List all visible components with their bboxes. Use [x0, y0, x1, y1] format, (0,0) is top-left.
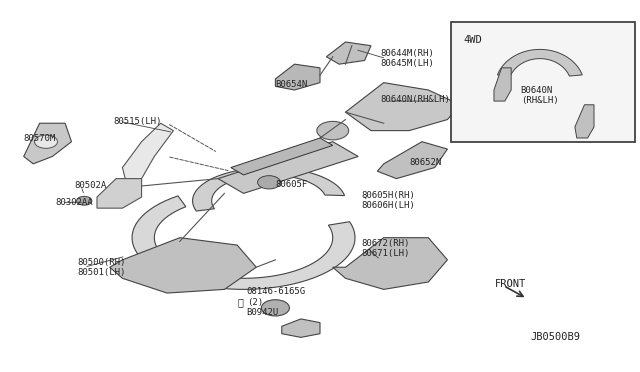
- Text: 80570M: 80570M: [24, 134, 56, 142]
- PathPatch shape: [575, 105, 594, 138]
- PathPatch shape: [378, 142, 447, 179]
- PathPatch shape: [346, 83, 460, 131]
- Circle shape: [317, 121, 349, 140]
- PathPatch shape: [122, 123, 173, 193]
- Text: JB0500B9: JB0500B9: [531, 332, 580, 342]
- PathPatch shape: [109, 238, 256, 293]
- Circle shape: [35, 135, 58, 148]
- Text: 4WD: 4WD: [463, 35, 482, 45]
- Text: B0654N: B0654N: [275, 80, 308, 89]
- PathPatch shape: [497, 49, 582, 78]
- PathPatch shape: [333, 238, 447, 289]
- Text: 80605H(RH)
80606H(LH): 80605H(RH) 80606H(LH): [362, 191, 415, 211]
- Circle shape: [77, 196, 92, 205]
- Polygon shape: [231, 138, 333, 175]
- Text: 80672(RH)
80671(LH): 80672(RH) 80671(LH): [362, 239, 410, 259]
- Text: 80515(LH): 80515(LH): [113, 117, 161, 126]
- Polygon shape: [218, 142, 358, 193]
- Text: 80500(RH)
80501(LH): 80500(RH) 80501(LH): [78, 257, 126, 277]
- Text: FRONT: FRONT: [495, 279, 527, 289]
- PathPatch shape: [494, 68, 511, 101]
- PathPatch shape: [132, 196, 355, 289]
- Circle shape: [261, 300, 289, 316]
- Text: 80640N(RH&LH): 80640N(RH&LH): [381, 95, 451, 104]
- Text: 08146-6165G
(2)
B0942U: 08146-6165G (2) B0942U: [246, 288, 306, 317]
- Text: B0640N
(RH&LH): B0640N (RH&LH): [521, 86, 558, 105]
- PathPatch shape: [97, 179, 141, 208]
- Text: 80605F: 80605F: [275, 180, 308, 189]
- PathPatch shape: [24, 123, 72, 164]
- Text: 80302AA: 80302AA: [56, 198, 93, 207]
- PathPatch shape: [326, 42, 371, 64]
- Text: 80652N: 80652N: [409, 157, 442, 167]
- Text: ⓒ: ⓒ: [237, 297, 243, 307]
- Text: 80644M(RH)
80645M(LH): 80644M(RH) 80645M(LH): [381, 49, 435, 68]
- PathPatch shape: [275, 64, 320, 90]
- Text: 80502A: 80502A: [75, 182, 107, 190]
- Circle shape: [257, 176, 280, 189]
- PathPatch shape: [193, 167, 344, 211]
- Bar: [451, 22, 636, 142]
- PathPatch shape: [282, 319, 320, 337]
